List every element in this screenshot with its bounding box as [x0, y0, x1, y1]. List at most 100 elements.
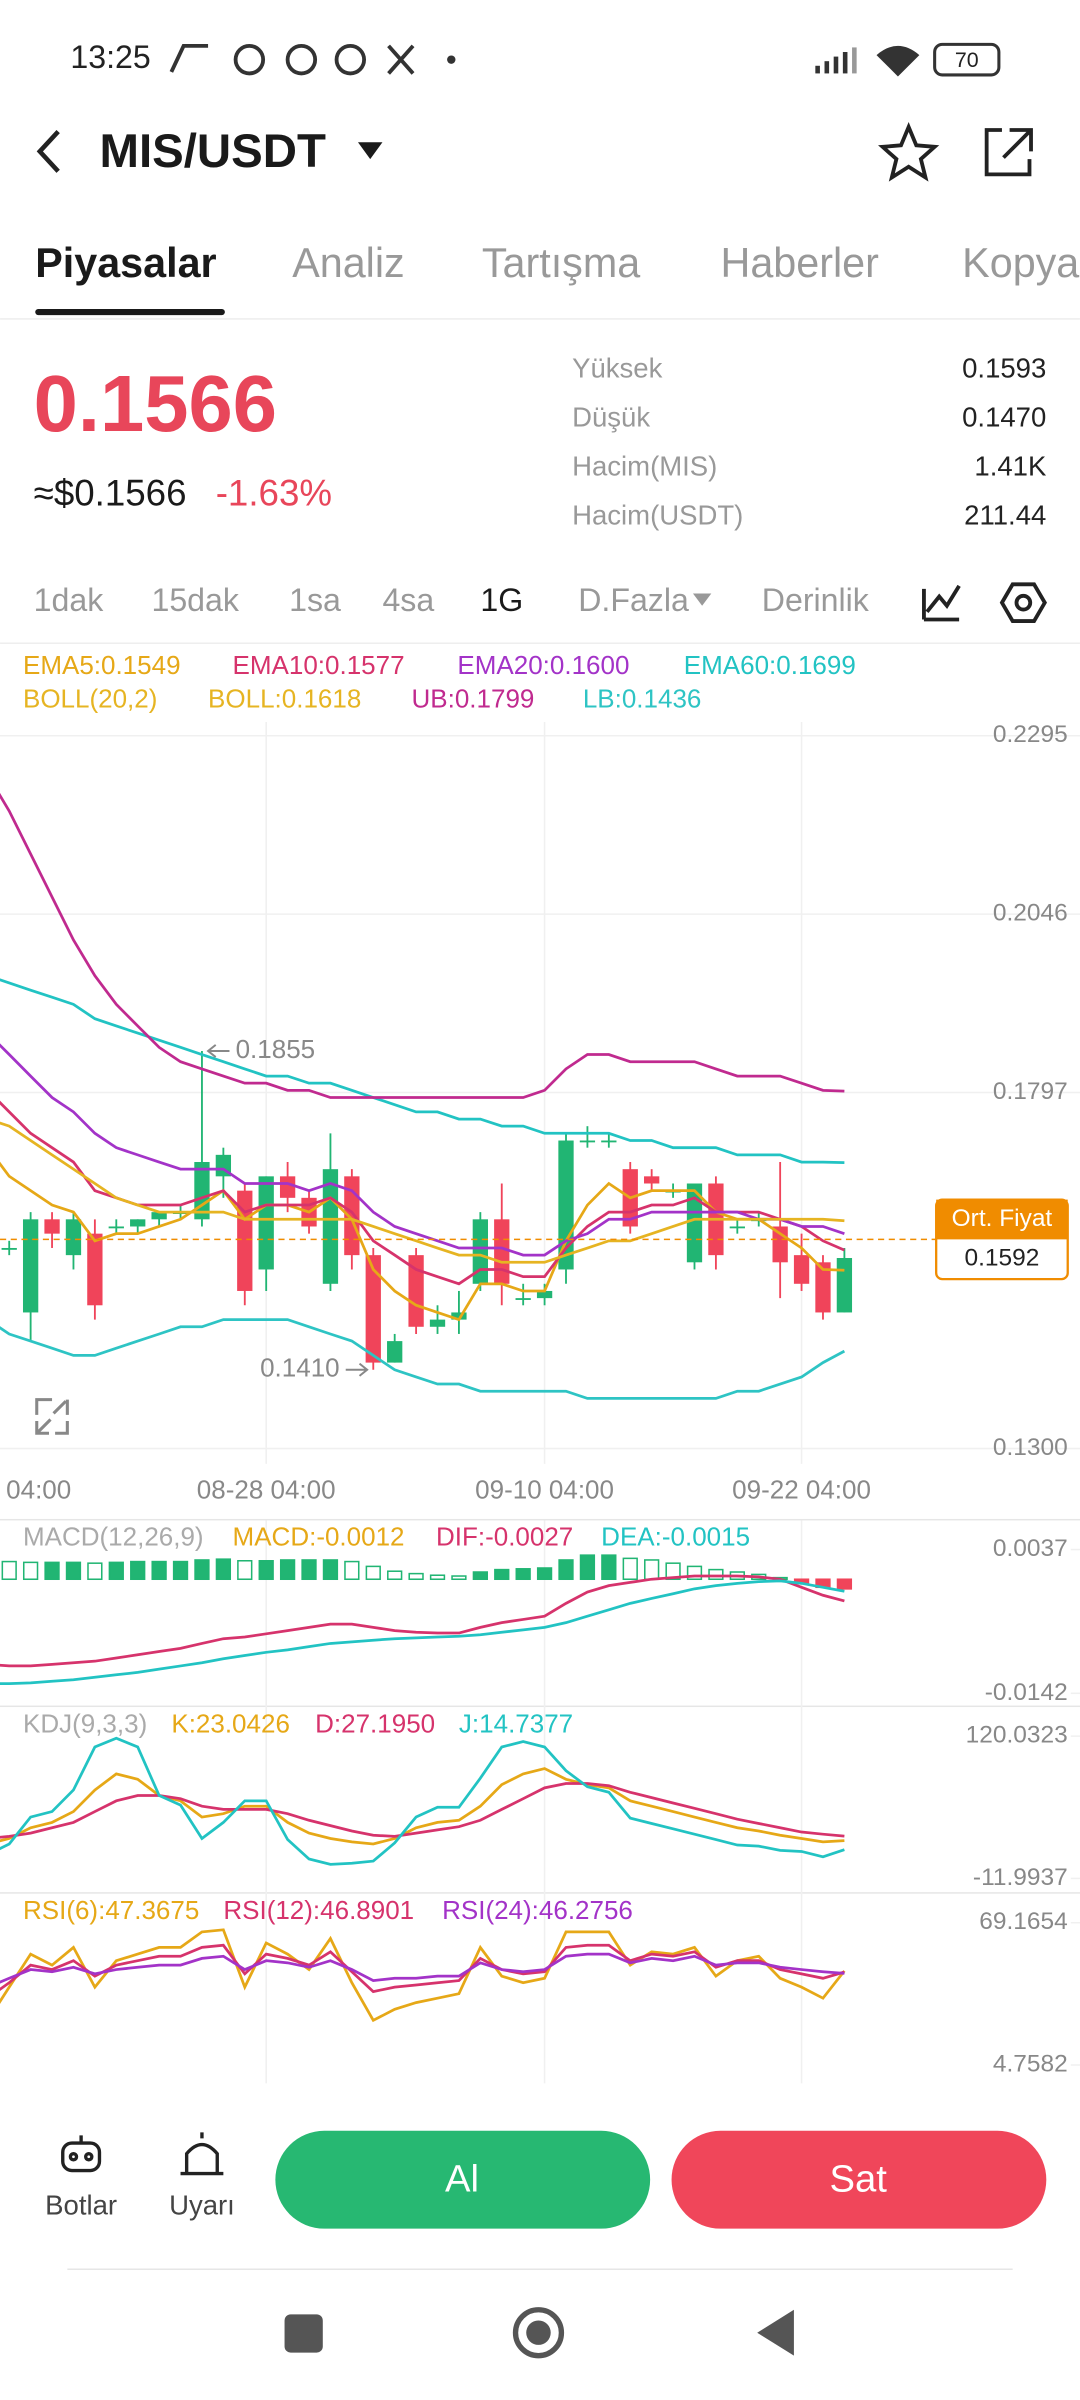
x-tick-label: 04:00 [6, 1474, 71, 1504]
tab[interactable]: Analiz [292, 240, 404, 286]
legend-label: D:27.1950 [315, 1708, 435, 1738]
candle-body [108, 1226, 124, 1229]
histogram-bar [22, 1561, 39, 1581]
histogram-bar [279, 1559, 296, 1581]
stat-label: Düşük [572, 401, 650, 432]
candle-body [558, 1140, 574, 1270]
divider [67, 2268, 1013, 2270]
divider [0, 318, 1080, 320]
legend-label: EMA60:0.1699 [684, 650, 856, 680]
indicator-button[interactable] [922, 584, 961, 622]
divider [0, 642, 1080, 644]
histogram-bar [365, 1565, 381, 1581]
series-line [0, 978, 845, 1165]
indicator-title: BOLL(20,2) [23, 683, 157, 713]
pair-dropdown[interactable] [357, 142, 383, 160]
x-tick-label: 08-28 04:00 [197, 1474, 336, 1504]
battery-level: 70 [955, 48, 979, 72]
back-button[interactable] [36, 129, 60, 173]
signal-icon [815, 47, 857, 74]
interval[interactable]: 4sa [382, 582, 434, 618]
legend-label: RSI(6):47.3675 [23, 1895, 199, 1925]
histogram-bar [130, 1560, 146, 1581]
candle-body [793, 1255, 810, 1284]
series-line [0, 1121, 845, 1264]
candle-body [836, 1258, 853, 1313]
histogram-bar [237, 1560, 253, 1581]
legend-label: EMA5:0.1549 [23, 650, 181, 680]
bots-icon[interactable] [61, 2135, 102, 2173]
series-line [0, 1161, 845, 1322]
interval[interactable]: 1sa [289, 582, 341, 618]
candle-body [194, 1162, 210, 1220]
histogram-bar [536, 1567, 553, 1581]
indicator-title: KDJ(9,3,3) [23, 1708, 147, 1738]
histogram-bar [836, 1578, 853, 1590]
legend-label: DIF:-0.0027 [436, 1522, 573, 1552]
alerts-label[interactable]: Uyarı [169, 2190, 235, 2221]
alerts-icon[interactable] [180, 2132, 224, 2176]
status-time: 13:25 [70, 39, 150, 75]
interval[interactable]: 1G [480, 582, 523, 618]
fullscreen-button[interactable] [35, 1398, 69, 1435]
buy-label[interactable]: Al [445, 2157, 479, 2200]
stat-value: 0.1593 [962, 352, 1046, 383]
series-line [0, 1767, 845, 1846]
y-tick-label: 0.2295 [993, 721, 1068, 748]
histogram-bar [601, 1554, 617, 1581]
candle-body [644, 1176, 660, 1184]
divider [0, 1518, 1080, 1521]
series-line [0, 1736, 845, 1866]
tab[interactable]: Haberler [720, 240, 879, 286]
sell-label[interactable]: Sat [829, 2157, 887, 2200]
nav-home[interactable] [512, 2307, 565, 2359]
histogram-bar [387, 1570, 403, 1581]
stat-value: 211.44 [964, 499, 1046, 530]
candle-body [772, 1226, 788, 1263]
divider [0, 1892, 1080, 1894]
tab[interactable]: Kopya [962, 240, 1079, 286]
y-tick-label: 0.1300 [993, 1434, 1068, 1461]
pair-title[interactable]: MIS/USDT [99, 125, 326, 178]
share-button[interactable] [984, 128, 1033, 177]
wifi-icon [876, 45, 920, 77]
histogram-bar [87, 1562, 103, 1581]
charts: 0.1300 0.1797 0.2046 0.2295 BOLL(20,2)EMA5:0… [0, 650, 1080, 2084]
bots-label[interactable]: Botlar [45, 2190, 117, 2221]
histogram-bar [644, 1559, 660, 1581]
histogram-bar [151, 1560, 167, 1581]
stat-label: Hacim(USDT) [572, 499, 743, 530]
legend-label: RSI(12):46.8901 [223, 1895, 414, 1925]
tab[interactable]: Tartışma [482, 240, 640, 286]
candle-body [579, 1140, 596, 1143]
tab[interactable]: Piyasalar [35, 240, 216, 286]
nav-back[interactable] [757, 2309, 794, 2356]
more-dropdown[interactable] [692, 593, 712, 606]
interval[interactable]: Derinlik [762, 582, 870, 618]
settings-button[interactable] [999, 582, 1047, 623]
tabs: Piyasalar Analiz Tartışma Haberler Kopya [35, 240, 1079, 286]
candle-body [151, 1212, 167, 1220]
y-tick-label: 4.7582 [993, 2050, 1068, 2077]
usd-price: ≈$0.1566 [34, 472, 187, 513]
legend-label: UB:0.1799 [412, 683, 535, 713]
sell-button[interactable] [671, 2130, 1047, 2229]
nav-recents[interactable] [284, 2314, 323, 2353]
interval[interactable]: D.Fazla [578, 582, 689, 618]
candle-body [22, 1219, 39, 1313]
interval[interactable]: 1dak [34, 582, 105, 618]
indicator-title: MACD(12,26,9) [23, 1522, 204, 1552]
series-line [0, 1943, 845, 1994]
legend-label: EMA20:0.1600 [457, 650, 629, 680]
interval[interactable]: 15dak [151, 582, 239, 618]
divider [0, 1705, 1080, 1708]
y-tick-label: 0.0037 [993, 1535, 1068, 1562]
histogram-bar [472, 1571, 488, 1581]
candle-body [279, 1176, 296, 1198]
max-label: 0.1855 [236, 1034, 316, 1064]
favorite-button[interactable] [878, 121, 940, 182]
avg-price-value: 0.1592 [965, 1245, 1040, 1272]
candle-body [815, 1262, 831, 1313]
buy-button[interactable] [275, 2130, 651, 2229]
series-line [0, 1574, 845, 1668]
